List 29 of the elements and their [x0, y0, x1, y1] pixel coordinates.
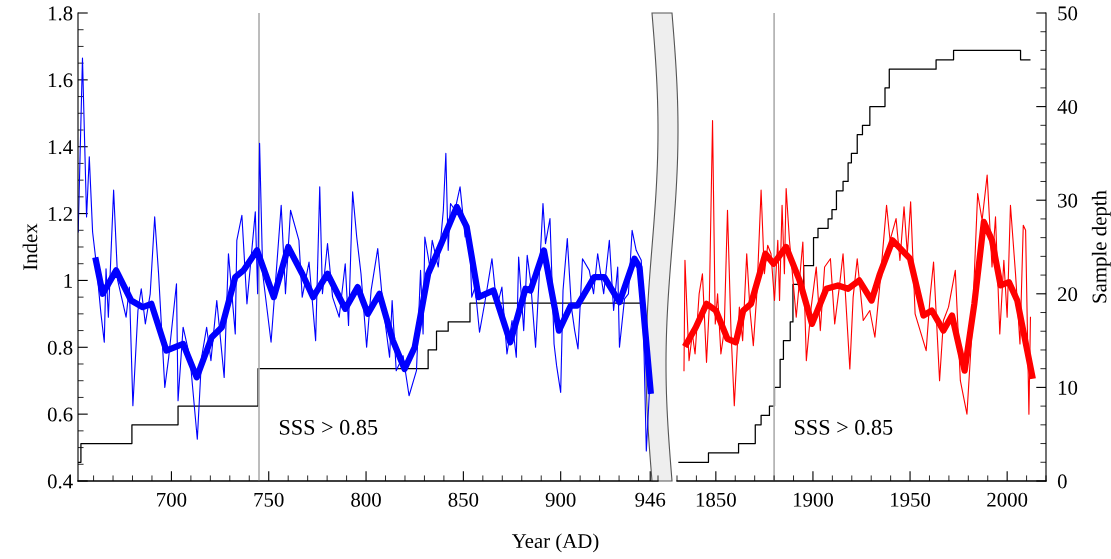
y2-tick-label: 10: [1058, 380, 1078, 395]
y-tick-label: 1.4: [48, 140, 73, 155]
x-tick-label: 1950: [891, 492, 931, 507]
x-tick-label: 700: [157, 492, 187, 507]
ref-line-label: SSS > 0.85: [795, 419, 893, 435]
y2-tick-label: 0: [1057, 474, 1067, 489]
x-tick-label: 1900: [793, 492, 833, 507]
y-tick-label: 0.6: [47, 407, 73, 422]
y2-tick-label: 50: [1058, 6, 1078, 21]
y-tick-label: 0.8: [47, 340, 73, 355]
y-axis-title: Index: [22, 223, 38, 270]
x-tick-label: 750: [254, 492, 284, 507]
x-tick-label: 850: [448, 492, 479, 507]
x-tick-label: 2000: [987, 492, 1028, 507]
ref-line-label: SSS > 0.85: [279, 419, 378, 435]
y-tick-label: 0.4: [47, 474, 73, 489]
x-tick-label: 900: [545, 492, 576, 507]
x-axis-title: Year (AD): [511, 533, 599, 553]
y-tick-label: 1.8: [48, 6, 73, 21]
y2-tick-label: 20: [1058, 287, 1078, 302]
y-tick-label: 1.2: [48, 207, 72, 222]
y2-axis-title: Sample depth: [1091, 190, 1111, 303]
x-tick-label: 1850: [696, 492, 736, 507]
y-tick-label: 1: [64, 273, 72, 288]
x-tick-label: 800: [351, 492, 381, 507]
x-tick-label: 946: [635, 492, 666, 507]
y-tick-label: 1.6: [48, 73, 73, 88]
y2-tick-label: 40: [1057, 99, 1078, 115]
y2-tick-label: 30: [1058, 193, 1078, 208]
